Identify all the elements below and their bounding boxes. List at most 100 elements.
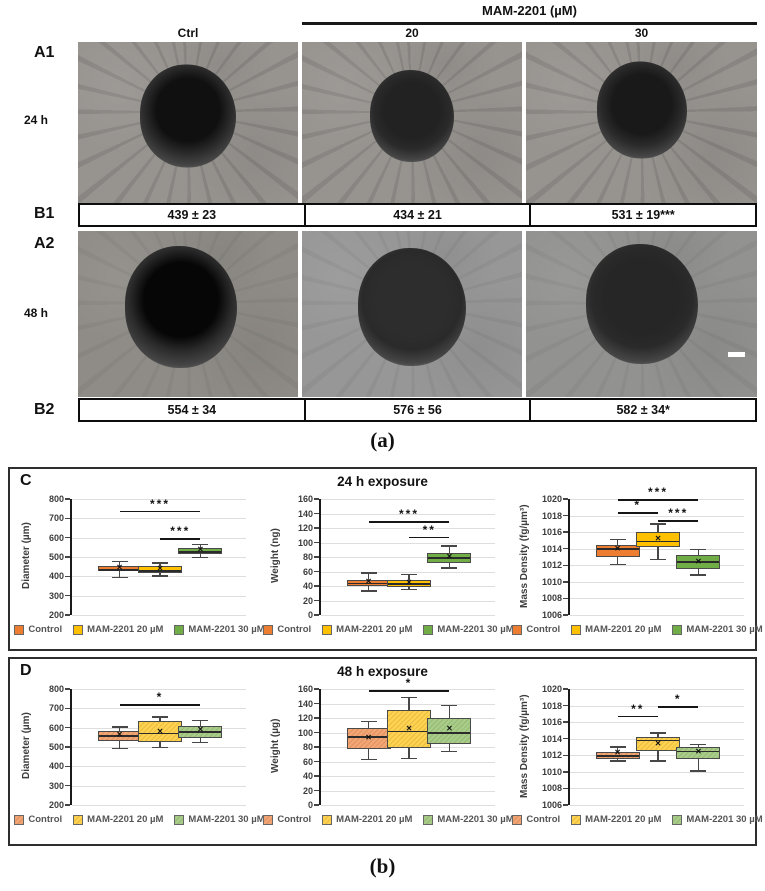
gridline [570,615,744,616]
legend-swatch [263,814,274,825]
y-tick-mark [65,746,70,748]
median-line [428,557,471,559]
y-tick-label: 1010 [541,766,562,777]
value-24h-30um: 531 ± 19*** [529,203,758,227]
y-axis-label: Weight (µg) [270,718,281,774]
legend-label: Control [277,814,312,825]
panel-c-label: C [20,472,32,489]
y-tick-mark [563,514,568,517]
scale-bar [728,352,745,357]
median-line [637,540,679,543]
row-label-a1: A1 [34,44,55,61]
y-tick-mark [314,541,319,544]
gridline [72,615,246,616]
whisker-cap [609,746,626,748]
box [138,566,182,573]
y-tick-label: 1016 [541,527,562,538]
y-tick-label: 100 [297,727,313,738]
box [676,555,721,570]
legend-label: MAM-2201 20 µM [585,624,662,635]
gridline [321,790,495,792]
legend-item: Control [14,814,62,825]
legend-label: Control [526,814,561,825]
value-48h-20um: 576 ± 56 [303,398,532,422]
y-tick-label: 120 [297,713,313,723]
y-tick-mark [314,760,319,763]
legend-swatch [263,624,274,635]
legend-swatch [423,814,434,825]
y-tick-mark [563,597,568,600]
spheroid [125,246,238,369]
legend-swatch [512,814,523,825]
significance-stars: ** [422,522,436,537]
whisker-cap [441,704,458,707]
spheroid [358,248,466,367]
mean-marker: × [446,551,453,563]
y-tick-label: 600 [48,722,64,733]
y-tick-label: 300 [48,590,64,601]
value-48h-30um: 582 ± 34* [529,398,758,422]
y-tick-mark [314,498,319,500]
gridline [321,542,495,544]
value-24h-20um: 434 ± 21 [303,203,532,227]
y-tick-mark [563,754,568,757]
legend-item: Control [512,624,560,635]
y-tick-mark [65,517,70,520]
micrograph-48h-30um [526,231,757,397]
legend-label: MAM-2201 30 µM [437,814,514,825]
legend-swatch [512,624,523,635]
y-tick-label: 1006 [541,800,562,810]
legend-label: Control [28,624,63,635]
y-tick-label: 1018 [541,700,562,711]
median-line [596,755,639,758]
whisker-cap [401,757,417,760]
legend-item: Control [263,814,311,825]
y-tick-label: 1020 [541,494,562,504]
row-label-a2: A2 [34,235,55,252]
median-line [347,736,390,738]
y-tick-label: 160 [297,494,313,504]
legend-swatch [322,814,333,825]
y-tick-label: 40 [302,771,313,781]
significance-bar [119,703,201,706]
whisker-cap [441,545,458,547]
whisker-cap [690,548,707,551]
gridline [72,805,246,806]
significance-stars: *** [398,506,420,521]
gridline [72,708,246,710]
mean-marker: × [116,562,123,574]
median-line [347,582,390,585]
box [676,747,721,760]
whisker-cap [360,590,377,592]
y-tick-label: 1012 [541,560,562,571]
y-tick-mark [65,784,70,787]
mean-marker: × [695,746,702,758]
y-tick-mark [65,594,70,597]
micrograph-48h-ctrl [78,231,298,397]
median-line [139,732,181,735]
panel-d: D 48 h exposure Diameter (µm) 200 300 400 50… [8,657,763,846]
y-tick-label: 80 [302,552,313,562]
y-tick-label: 1014 [541,733,562,744]
mean-marker: × [365,576,372,588]
gridline [72,766,246,768]
y-tick-mark [314,789,319,792]
box [595,544,640,557]
box-chart: Mass Density (fg/µm³) 1006 1008 1010 1012 101… [512,683,763,835]
whisker-cap [192,719,209,722]
mean-marker: × [157,726,163,738]
gridline [570,565,744,567]
significance-stars: * [405,676,413,691]
y-tick-mark [314,731,319,734]
significance-stars: *** [149,496,171,511]
gridline [72,537,246,539]
gridline [570,515,744,517]
row-label-b1: B1 [34,205,55,222]
legend-swatch [174,624,185,635]
y-tick-mark [314,688,319,690]
y-tick-mark [563,771,568,773]
box-chart: Diameter (µm) 200 300 400 500 600 700 800 × × × * Co… [14,683,265,835]
significance-stars: * [156,689,164,704]
mean-marker: × [446,723,453,735]
mean-marker: × [614,543,621,555]
